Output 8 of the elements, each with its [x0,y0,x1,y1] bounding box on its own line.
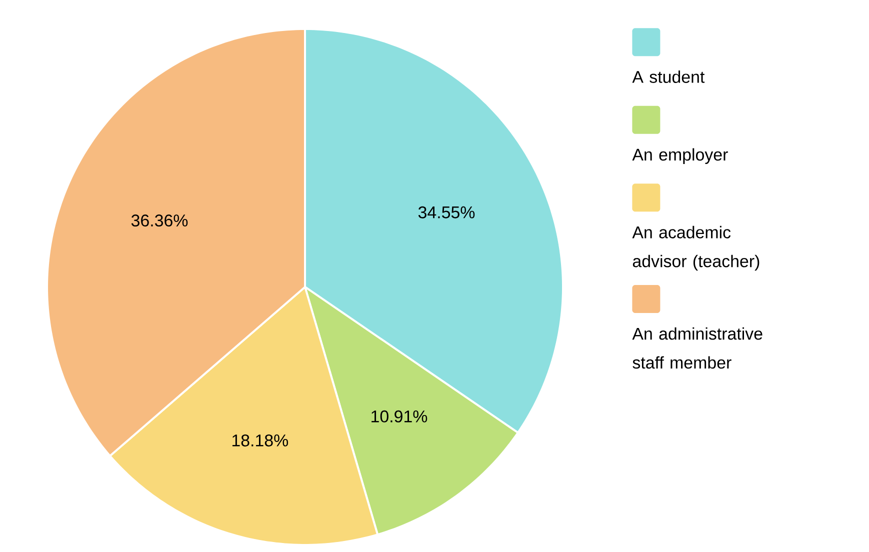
legend-label: A student [632,70,705,83]
legend-label: An academic advisor (teacher) [632,226,760,271]
legend-label: An employer [632,148,728,164]
data-label: 10.91% [372,410,428,422]
data-label: 34.55% [418,206,475,218]
legend-label: An administrative staff member [632,327,762,369]
data-label: 18.18% [232,434,288,446]
data-label: 36.36% [131,214,188,227]
